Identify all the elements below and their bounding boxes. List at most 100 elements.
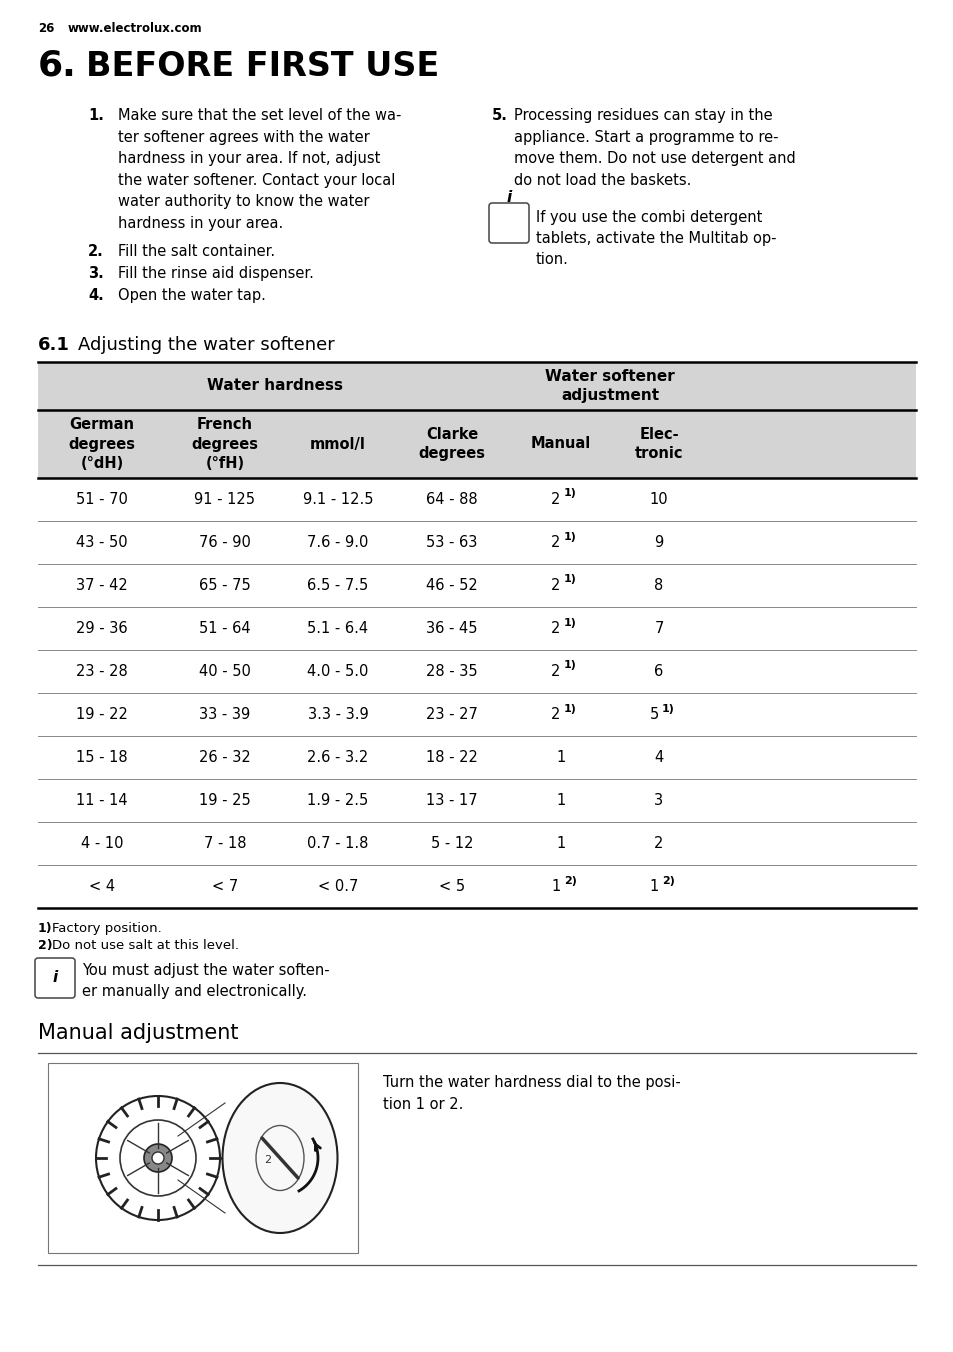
Text: 1.: 1. xyxy=(88,108,104,123)
Text: mmol/l: mmol/l xyxy=(310,437,366,452)
Text: 19 - 22: 19 - 22 xyxy=(76,707,128,722)
Text: Manual: Manual xyxy=(530,437,591,452)
Text: 9.1 - 12.5: 9.1 - 12.5 xyxy=(302,492,373,507)
FancyBboxPatch shape xyxy=(489,203,529,243)
Text: Elec-
tronic: Elec- tronic xyxy=(634,427,682,461)
Text: 2: 2 xyxy=(551,664,560,679)
Text: BEFORE FIRST USE: BEFORE FIRST USE xyxy=(86,50,438,82)
Text: 7 - 18: 7 - 18 xyxy=(204,836,246,850)
Text: Processing residues can stay in the
appliance. Start a programme to re-
move the: Processing residues can stay in the appl… xyxy=(514,108,795,188)
Text: 1): 1) xyxy=(38,922,52,936)
Text: 1: 1 xyxy=(649,879,658,894)
Text: 4: 4 xyxy=(654,750,663,765)
Circle shape xyxy=(152,1152,164,1164)
Text: 40 - 50: 40 - 50 xyxy=(199,664,251,679)
Text: 91 - 125: 91 - 125 xyxy=(194,492,255,507)
Text: 28 - 35: 28 - 35 xyxy=(426,664,477,679)
Text: i: i xyxy=(506,191,511,206)
Text: 6: 6 xyxy=(654,664,663,679)
Text: Turn the water hardness dial to the posi-
tion 1 or 2.: Turn the water hardness dial to the posi… xyxy=(382,1075,680,1111)
Text: www.electrolux.com: www.electrolux.com xyxy=(68,22,202,35)
Text: 2): 2) xyxy=(38,940,52,952)
Text: 3.: 3. xyxy=(88,266,104,281)
Text: 1: 1 xyxy=(556,750,565,765)
Text: 9: 9 xyxy=(654,535,663,550)
Text: 2: 2 xyxy=(551,579,560,594)
Text: 76 - 90: 76 - 90 xyxy=(199,535,251,550)
Text: 2.6 - 3.2: 2.6 - 3.2 xyxy=(307,750,368,765)
Text: 4.0 - 5.0: 4.0 - 5.0 xyxy=(307,664,368,679)
Text: 1): 1) xyxy=(563,661,577,671)
Text: < 7: < 7 xyxy=(212,879,238,894)
Text: 37 - 42: 37 - 42 xyxy=(76,579,128,594)
Text: 1): 1) xyxy=(563,703,577,714)
Bar xyxy=(38,410,915,479)
Text: < 0.7: < 0.7 xyxy=(317,879,357,894)
Text: 33 - 39: 33 - 39 xyxy=(199,707,251,722)
Text: You must adjust the water soften-
er manually and electronically.: You must adjust the water soften- er man… xyxy=(82,963,330,999)
Text: 18 - 22: 18 - 22 xyxy=(426,750,477,765)
Text: 2.: 2. xyxy=(88,243,104,260)
Text: 0.7 - 1.8: 0.7 - 1.8 xyxy=(307,836,368,850)
Text: 1): 1) xyxy=(563,531,577,542)
Text: Water hardness: Water hardness xyxy=(207,379,343,393)
Text: 4 - 10: 4 - 10 xyxy=(81,836,123,850)
Text: 7.6 - 9.0: 7.6 - 9.0 xyxy=(307,535,368,550)
Text: 2: 2 xyxy=(551,621,560,635)
Text: If you use the combi detergent
tablets, activate the Multitab op-
tion.: If you use the combi detergent tablets, … xyxy=(536,210,776,266)
Text: 1: 1 xyxy=(551,879,560,894)
Text: 29 - 36: 29 - 36 xyxy=(76,621,128,635)
Text: 23 - 27: 23 - 27 xyxy=(426,707,477,722)
Text: Adjusting the water softener: Adjusting the water softener xyxy=(78,337,335,354)
Text: 26 - 32: 26 - 32 xyxy=(199,750,251,765)
Text: Fill the rinse aid dispenser.: Fill the rinse aid dispenser. xyxy=(118,266,314,281)
Text: 2): 2) xyxy=(661,876,674,886)
Text: Fill the salt container.: Fill the salt container. xyxy=(118,243,274,260)
Text: 5.: 5. xyxy=(492,108,507,123)
Text: 6.1: 6.1 xyxy=(38,337,70,354)
Text: 1.9 - 2.5: 1.9 - 2.5 xyxy=(307,794,368,808)
Text: German
degrees
(°dH): German degrees (°dH) xyxy=(69,418,135,470)
Text: 2: 2 xyxy=(551,492,560,507)
Text: Manual adjustment: Manual adjustment xyxy=(38,1023,238,1042)
Text: 46 - 52: 46 - 52 xyxy=(426,579,477,594)
Text: 2: 2 xyxy=(264,1155,272,1165)
Text: 5 - 12: 5 - 12 xyxy=(431,836,473,850)
Text: 36 - 45: 36 - 45 xyxy=(426,621,477,635)
Text: French
degrees
(°fH): French degrees (°fH) xyxy=(192,418,258,470)
Text: 1: 1 xyxy=(556,794,565,808)
Text: 6.5 - 7.5: 6.5 - 7.5 xyxy=(307,579,368,594)
Text: Make sure that the set level of the wa-
ter softener agrees with the water
hardn: Make sure that the set level of the wa- … xyxy=(118,108,401,231)
Text: 65 - 75: 65 - 75 xyxy=(199,579,251,594)
Text: < 4: < 4 xyxy=(89,879,115,894)
Text: 2: 2 xyxy=(551,535,560,550)
Text: Open the water tap.: Open the water tap. xyxy=(118,288,266,303)
Text: Water softener
adjustment: Water softener adjustment xyxy=(544,369,674,403)
Text: 51 - 64: 51 - 64 xyxy=(199,621,251,635)
Text: 43 - 50: 43 - 50 xyxy=(76,535,128,550)
Text: 4.: 4. xyxy=(88,288,104,303)
Text: 64 - 88: 64 - 88 xyxy=(426,492,477,507)
Text: 2: 2 xyxy=(654,836,663,850)
Text: 8: 8 xyxy=(654,579,663,594)
Text: Do not use salt at this level.: Do not use salt at this level. xyxy=(52,940,239,952)
Circle shape xyxy=(144,1144,172,1172)
Text: 51 - 70: 51 - 70 xyxy=(76,492,128,507)
Text: 5: 5 xyxy=(649,707,658,722)
Text: 2): 2) xyxy=(563,876,577,886)
Text: 26: 26 xyxy=(38,22,54,35)
Text: 53 - 63: 53 - 63 xyxy=(426,535,477,550)
Text: 3: 3 xyxy=(654,794,663,808)
Text: 7: 7 xyxy=(654,621,663,635)
Text: 5.1 - 6.4: 5.1 - 6.4 xyxy=(307,621,368,635)
FancyBboxPatch shape xyxy=(35,959,75,998)
Text: 3.3 - 3.9: 3.3 - 3.9 xyxy=(307,707,368,722)
Text: 2: 2 xyxy=(551,707,560,722)
Text: Factory position.: Factory position. xyxy=(52,922,162,936)
Bar xyxy=(48,1063,357,1253)
Text: 1: 1 xyxy=(556,836,565,850)
Text: 23 - 28: 23 - 28 xyxy=(76,664,128,679)
Text: Clarke
degrees: Clarke degrees xyxy=(418,427,485,461)
Bar xyxy=(38,362,915,410)
Ellipse shape xyxy=(222,1083,337,1233)
